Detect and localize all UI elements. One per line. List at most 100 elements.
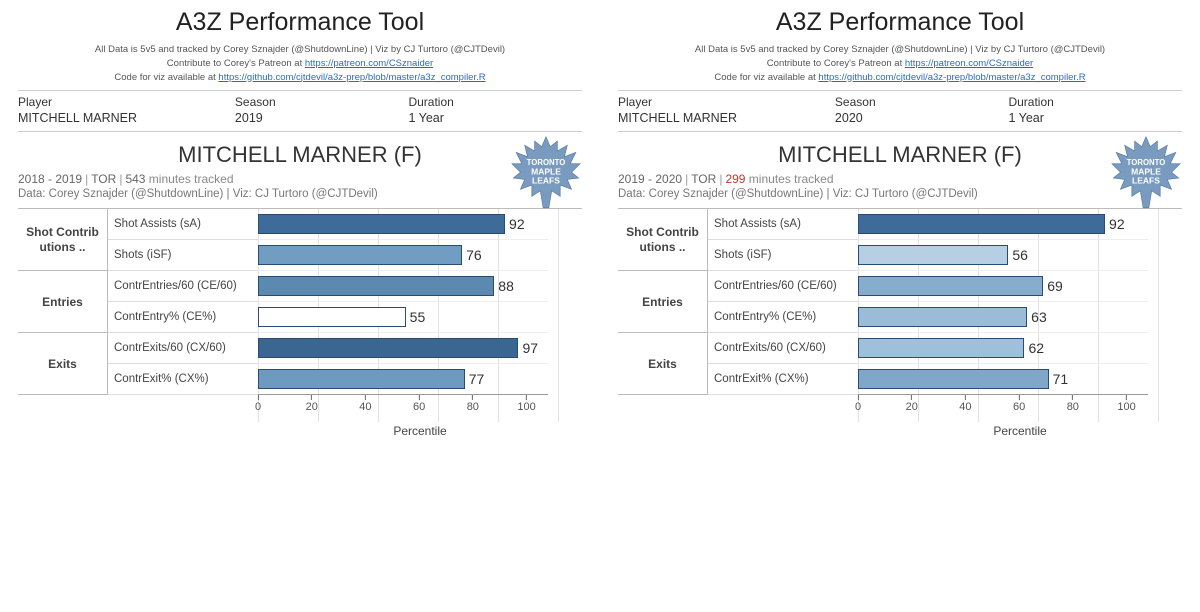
- bar-value: 88: [498, 278, 514, 294]
- axis-tick: 0: [855, 395, 861, 413]
- filter-duration[interactable]: Duration 1 Year: [408, 95, 582, 125]
- filter-bar: Player MITCHELL MARNER Season 2020 Durat…: [618, 90, 1182, 132]
- team-logo: TORONTO MAPLE LEAFS: [510, 134, 582, 212]
- metric-group: Exits: [18, 333, 108, 395]
- metric-group: Shot Contrib utions ..: [18, 209, 108, 271]
- metric-label: Shots (iSF): [708, 240, 858, 271]
- bar-value: 92: [509, 216, 525, 232]
- metric-label: ContrExit% (CX%): [108, 364, 258, 395]
- github-link[interactable]: https://github.com/cjtdevil/a3z-prep/blo…: [818, 72, 1085, 83]
- bar-row: 63: [858, 302, 1148, 333]
- percentile-chart: Shot Contrib utions ..EntriesExits Shot …: [18, 208, 582, 438]
- panel-1: A3Z Performance Tool All Data is 5v5 and…: [600, 0, 1200, 612]
- x-axis-label: Percentile: [258, 424, 582, 438]
- bar-value: 77: [469, 371, 485, 387]
- percentile-bar: [258, 276, 494, 296]
- percentile-bar: [258, 214, 505, 234]
- card-header: TORONTO MAPLE LEAFS MITCHELL MARNER (F) …: [618, 136, 1182, 208]
- metric-label: Shot Assists (sA): [708, 209, 858, 240]
- axis-tick: 40: [359, 395, 371, 413]
- svg-text:MAPLE: MAPLE: [531, 167, 561, 177]
- percentile-bar: [258, 338, 518, 358]
- patreon-link[interactable]: https://patreon.com/CSznaider: [905, 58, 1033, 69]
- team-logo: TORONTO MAPLE LEAFS: [1110, 134, 1182, 212]
- metric-label: ContrEntries/60 (CE/60): [108, 271, 258, 302]
- metric-group: Shot Contrib utions ..: [618, 209, 708, 271]
- filter-player[interactable]: Player MITCHELL MARNER: [18, 95, 235, 125]
- player-name: MITCHELL MARNER (F): [618, 142, 1182, 168]
- percentile-bar: [858, 245, 1008, 265]
- filter-bar: Player MITCHELL MARNER Season 2019 Durat…: [18, 90, 582, 132]
- percentile-bar: [858, 214, 1105, 234]
- bar-row: 76: [258, 240, 548, 271]
- percentile-bar: [858, 276, 1043, 296]
- axis-tick: 0: [255, 395, 261, 413]
- bar-value: 62: [1028, 340, 1044, 356]
- x-axis: 0 20 40 60 80 100: [858, 394, 1148, 422]
- svg-text:LEAFS: LEAFS: [532, 176, 560, 186]
- metric-label: ContrEntry% (CE%): [708, 302, 858, 333]
- percentile-bar: [258, 369, 465, 389]
- axis-tick: 60: [1013, 395, 1025, 413]
- card-header: TORONTO MAPLE LEAFS MITCHELL MARNER (F) …: [18, 136, 582, 208]
- bar-value: 97: [522, 340, 538, 356]
- tool-title: A3Z Performance Tool: [18, 8, 582, 37]
- bar-row: 71: [858, 364, 1148, 395]
- panel-0: A3Z Performance Tool All Data is 5v5 and…: [0, 0, 600, 612]
- sub-line-1: 2018 - 2019|TOR|543 minutes tracked: [18, 172, 582, 186]
- patreon-link[interactable]: https://patreon.com/CSznaider: [305, 58, 433, 69]
- axis-tick: 40: [959, 395, 971, 413]
- bar-value: 71: [1053, 371, 1069, 387]
- filter-player[interactable]: Player MITCHELL MARNER: [618, 95, 835, 125]
- filter-duration[interactable]: Duration 1 Year: [1008, 95, 1182, 125]
- sub-line-1: 2019 - 2020|TOR|299 minutes tracked: [618, 172, 1182, 186]
- metric-label: ContrExits/60 (CX/60): [708, 333, 858, 364]
- metric-group: Entries: [618, 271, 708, 333]
- bar-row: 69: [858, 271, 1148, 302]
- sub-line-2: Data: Corey Sznajder (@ShutdownLine) | V…: [18, 188, 582, 200]
- bar-row: 56: [858, 240, 1148, 271]
- percentile-bar: [858, 369, 1049, 389]
- credits: All Data is 5v5 and tracked by Corey Szn…: [18, 43, 582, 84]
- bar-value: 92: [1109, 216, 1125, 232]
- metric-label: ContrEntry% (CE%): [108, 302, 258, 333]
- axis-tick: 100: [517, 395, 535, 413]
- tool-title: A3Z Performance Tool: [618, 8, 1182, 37]
- x-axis: 0 20 40 60 80 100: [258, 394, 548, 422]
- bar-value: 56: [1012, 247, 1028, 263]
- metric-label: ContrExits/60 (CX/60): [108, 333, 258, 364]
- bar-value: 63: [1031, 309, 1047, 325]
- x-axis-label: Percentile: [858, 424, 1182, 438]
- bar-row: 77: [258, 364, 548, 395]
- bar-value: 55: [410, 309, 426, 325]
- percentile-bar: [858, 338, 1024, 358]
- bar-row: 92: [258, 209, 548, 240]
- axis-tick: 20: [306, 395, 318, 413]
- metric-group: Entries: [18, 271, 108, 333]
- github-link[interactable]: https://github.com/cjtdevil/a3z-prep/blo…: [218, 72, 485, 83]
- metric-label: Shots (iSF): [108, 240, 258, 271]
- filter-season[interactable]: Season 2020: [835, 95, 1009, 125]
- bar-value: 69: [1047, 278, 1063, 294]
- percentile-bar: [258, 245, 462, 265]
- metric-label: ContrExit% (CX%): [708, 364, 858, 395]
- axis-tick: 20: [906, 395, 918, 413]
- bar-row: 92: [858, 209, 1148, 240]
- player-name: MITCHELL MARNER (F): [18, 142, 582, 168]
- axis-tick: 80: [1067, 395, 1079, 413]
- sub-line-2: Data: Corey Sznajder (@ShutdownLine) | V…: [618, 188, 1182, 200]
- credits: All Data is 5v5 and tracked by Corey Szn…: [618, 43, 1182, 84]
- axis-tick: 100: [1117, 395, 1135, 413]
- metric-label: Shot Assists (sA): [108, 209, 258, 240]
- svg-text:MAPLE: MAPLE: [1131, 167, 1161, 177]
- axis-tick: 60: [413, 395, 425, 413]
- metric-group: Exits: [618, 333, 708, 395]
- axis-tick: 80: [467, 395, 479, 413]
- filter-season[interactable]: Season 2019: [235, 95, 409, 125]
- bar-row: 55: [258, 302, 548, 333]
- percentile-chart: Shot Contrib utions ..EntriesExits Shot …: [618, 208, 1182, 438]
- svg-text:LEAFS: LEAFS: [1132, 176, 1160, 186]
- percentile-bar: [258, 307, 406, 327]
- metric-label: ContrEntries/60 (CE/60): [708, 271, 858, 302]
- bar-row: 88: [258, 271, 548, 302]
